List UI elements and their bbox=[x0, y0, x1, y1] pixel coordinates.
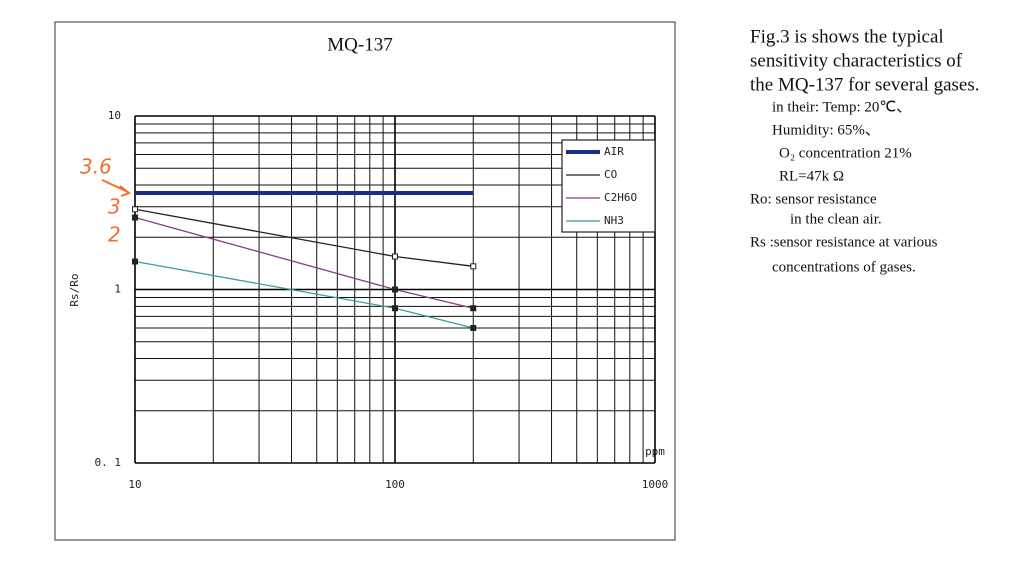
description-line: sensitivity characteristics of bbox=[750, 50, 963, 71]
series-line bbox=[134, 208, 474, 267]
legend-label: NH3 bbox=[604, 214, 624, 227]
y-axis-label: Rs/Ro bbox=[68, 273, 81, 306]
description-line: O₂ concentration 21% bbox=[779, 145, 912, 161]
legend-label: AIR bbox=[604, 145, 624, 158]
description-line: the MQ-137 for several gases. bbox=[750, 74, 980, 95]
annotation: 3.6 bbox=[80, 155, 112, 179]
description-line: in their: Temp: 20℃、 bbox=[772, 99, 911, 115]
point-marker bbox=[392, 305, 398, 312]
chart-title: MQ-137 bbox=[327, 34, 392, 55]
annotation: 2 bbox=[108, 223, 121, 247]
point-marker bbox=[132, 206, 138, 213]
point-marker bbox=[470, 263, 477, 270]
description-line: in the clean air. bbox=[790, 211, 882, 227]
annotation: 3 bbox=[108, 195, 121, 219]
legend-label: C2H6O bbox=[604, 191, 637, 204]
y-tick-label: 0. 1 bbox=[95, 456, 122, 469]
description-line: Fig.3 is shows the typical bbox=[750, 26, 944, 47]
legend-box bbox=[561, 139, 656, 233]
point-marker bbox=[132, 214, 138, 221]
series-line bbox=[134, 216, 474, 309]
description-line: Humidity: 65%、 bbox=[772, 122, 880, 138]
frame bbox=[54, 21, 676, 541]
legend-label: CO bbox=[604, 168, 617, 181]
description-line: RL=47k Ω bbox=[779, 168, 844, 184]
series-line bbox=[134, 260, 474, 329]
description-line: Ro: sensor resistance bbox=[750, 191, 877, 207]
description-line: concentrations of gases. bbox=[772, 259, 916, 275]
description-line: Rs :sensor resistance at various bbox=[750, 234, 938, 250]
x-tick-label: 1000 bbox=[642, 478, 669, 491]
x-tick-label: 10 bbox=[128, 478, 141, 491]
point-marker bbox=[470, 305, 477, 312]
point-marker bbox=[392, 286, 398, 293]
y-tick-label: 1 bbox=[114, 283, 121, 296]
point-marker bbox=[470, 324, 477, 331]
x-tick-label: 100 bbox=[385, 478, 405, 491]
y-tick-label: 10 bbox=[108, 109, 121, 122]
point-marker bbox=[132, 258, 138, 265]
point-marker bbox=[392, 253, 398, 260]
annotation-arrow bbox=[101, 179, 132, 197]
